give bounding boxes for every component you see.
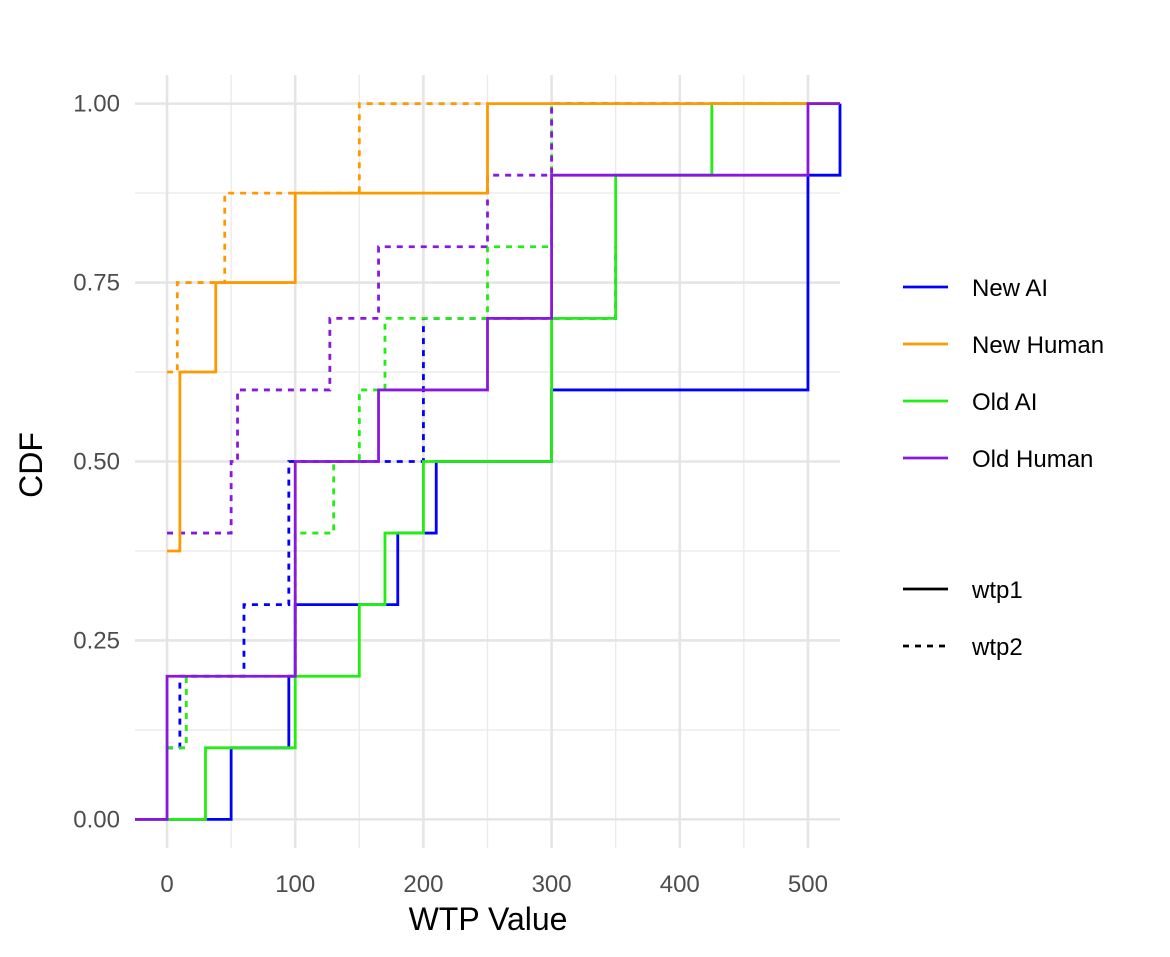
- x-tick-label: 0: [160, 871, 173, 898]
- y-tick-label: 0.50: [73, 449, 120, 476]
- y-axis-title: CDF: [13, 432, 49, 498]
- y-tick-label: 1.00: [73, 91, 120, 118]
- y-tick-label: 0.75: [73, 270, 120, 297]
- series-line-new-ai-wtp2: [167, 246, 618, 750]
- x-axis-title: WTP Value: [409, 901, 568, 937]
- legend-label-wtp1: wtp1: [971, 577, 1023, 604]
- legend-label-new-human: New Human: [972, 332, 1104, 359]
- y-axis-ticks: 0.00 0.25 0.50 0.75 1.00: [73, 91, 120, 834]
- legend-label-wtp2: wtp2: [971, 634, 1023, 661]
- series-lines: [135, 102, 842, 821]
- legend-label-old-ai: Old AI: [972, 389, 1037, 416]
- legend-label-old-human: Old Human: [972, 446, 1093, 473]
- x-tick-label: 100: [275, 871, 315, 898]
- series-line-old-human-wtp1: [135, 102, 840, 821]
- x-tick-label: 400: [660, 871, 700, 898]
- x-axis-ticks: 0 100 200 300 400 500: [160, 871, 828, 898]
- legend-label-new-ai: New AI: [972, 275, 1048, 302]
- series-line-new-human-wtp1: [167, 102, 840, 553]
- y-tick-label: 0.00: [73, 806, 120, 833]
- legend: New AI New Human Old AI Old Human wtp1 wtp2: [903, 275, 1104, 661]
- series-line-new-human-wtp2: [167, 102, 488, 374]
- series-line-old-human-wtp2: [167, 102, 840, 535]
- x-tick-label: 300: [532, 871, 572, 898]
- x-tick-label: 500: [788, 871, 828, 898]
- series-line-old-ai-wtp2: [167, 102, 616, 750]
- x-tick-label: 200: [403, 871, 443, 898]
- y-tick-label: 0.25: [73, 627, 120, 654]
